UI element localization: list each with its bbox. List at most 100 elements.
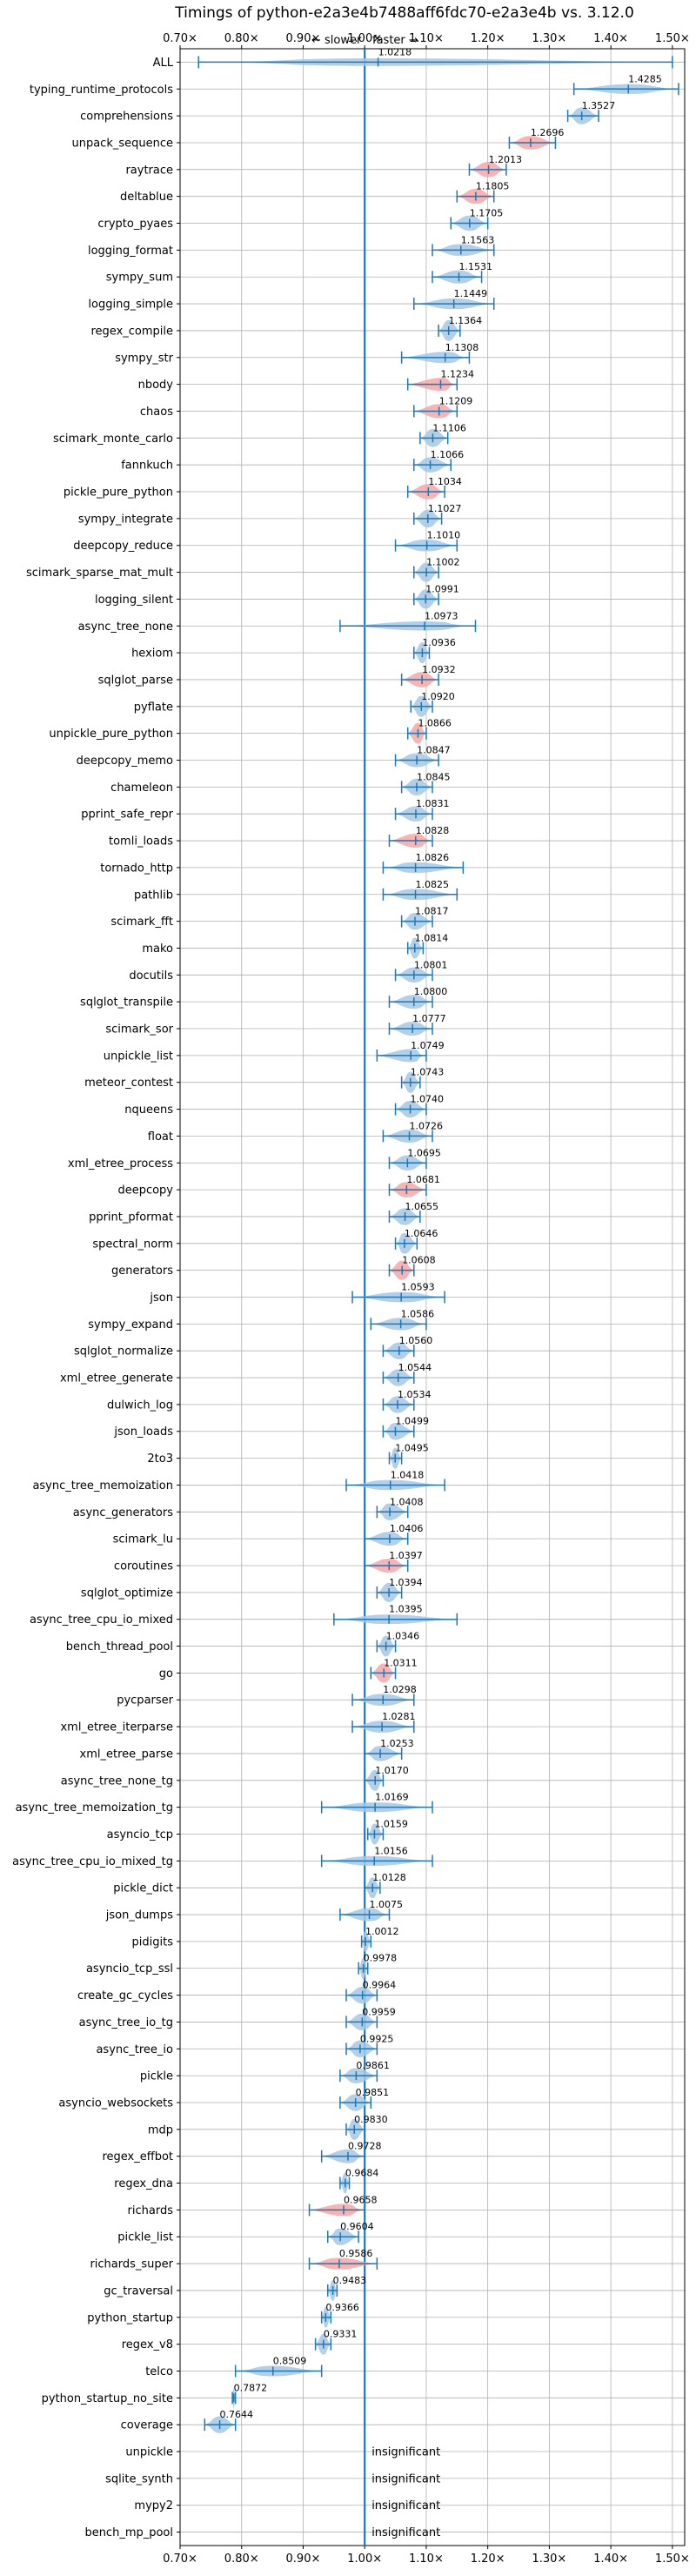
data-label: 0.9830: [354, 2114, 388, 2125]
y-tick-label: async_tree_memoization: [32, 1479, 173, 1493]
data-label: 1.0777: [412, 1013, 446, 1024]
y-tick-label: 2to3: [147, 1452, 173, 1466]
data-label: 1.0817: [415, 906, 448, 917]
insignificant-label: insignificant: [371, 2499, 440, 2512]
data-label: 1.0681: [406, 1174, 440, 1185]
y-tick-label: scimark_monte_carlo: [53, 433, 173, 446]
data-label: 0.8509: [273, 2355, 307, 2366]
plot-frame: [179, 48, 686, 2546]
y-tick-label: tornado_http: [100, 862, 173, 875]
data-label: 1.0866: [418, 718, 452, 729]
y-tick-label: pprint_safe_repr: [81, 808, 173, 822]
x-tick-label-top: 1.20×: [471, 32, 505, 45]
y-tick-label: asyncio_websockets: [58, 2096, 173, 2110]
y-tick-label: python_startup_no_site: [42, 2392, 173, 2405]
x-tick-label-bottom: 1.00×: [347, 2553, 382, 2566]
plot-area: ALL typing_runtime_protocols comprehension…: [12, 32, 690, 2566]
data-label: 1.0655: [405, 1201, 439, 1212]
y-tick-label: nbody: [138, 379, 174, 392]
data-label: 1.0012: [365, 1926, 399, 1937]
x-tick-label-bottom: 1.50×: [655, 2553, 690, 2566]
data-label: 1.0159: [374, 1818, 408, 1829]
data-label: 1.1034: [428, 476, 461, 487]
data-label: 1.0991: [425, 583, 459, 594]
data-label: 1.0826: [416, 852, 450, 863]
y-tick-label: logging_simple: [88, 299, 173, 312]
y-tick-label: dulwich_log: [107, 1399, 173, 1412]
y-tick-label: fannkuch: [121, 460, 173, 473]
data-label: 0.9366: [325, 2302, 359, 2313]
y-tick-label: bench_thread_pool: [66, 1640, 173, 1654]
data-label: 0.9925: [360, 2033, 394, 2044]
data-label: 1.0544: [398, 1362, 432, 1373]
data-label: 1.0499: [395, 1416, 429, 1427]
y-tick-label: json_loads: [113, 1426, 173, 1439]
insignificant-label: insignificant: [371, 2446, 440, 2459]
data-label: 0.9978: [364, 1953, 398, 1964]
y-tick-label: scimark_sor: [105, 1023, 173, 1036]
x-tick-label-top: 0.80×: [224, 32, 259, 45]
data-label: 1.2013: [489, 154, 523, 165]
y-tick-label: hexiom: [131, 647, 173, 661]
x-tick-label-top: 1.30×: [532, 32, 566, 45]
data-label: 1.0560: [399, 1335, 433, 1346]
data-label: 1.1027: [428, 503, 461, 514]
data-label: 1.0408: [390, 1496, 424, 1507]
y-tick-label: pathlib: [134, 889, 173, 902]
y-tick-label: logging_format: [88, 245, 173, 258]
data-label: 1.4285: [628, 73, 662, 84]
y-tick-label: raytrace: [125, 164, 173, 177]
data-label: 1.0831: [416, 798, 449, 809]
data-label: 1.1002: [426, 557, 460, 568]
data-label: 1.0418: [391, 1469, 425, 1480]
data-label: 1.0394: [389, 1577, 423, 1588]
data-label: 0.9658: [344, 2194, 378, 2205]
y-tick-label: xml_etree_process: [68, 1157, 173, 1171]
data-label: 1.0814: [415, 932, 449, 943]
data-label: 0.9861: [356, 2060, 390, 2071]
y-tick-label: unpickle_list: [104, 1050, 173, 1063]
data-label: 1.0936: [422, 637, 456, 648]
data-label: 1.0406: [390, 1523, 424, 1534]
data-label: 1.0800: [414, 986, 448, 997]
x-tick-label-bottom: 1.40×: [593, 2553, 628, 2566]
data-label: 1.0075: [370, 1899, 404, 1910]
y-tick-label: ALL: [153, 57, 174, 70]
y-tick-label: sqlglot_parse: [98, 674, 173, 687]
y-tick-label: crypto_pyaes: [97, 218, 173, 231]
data-label: 1.0495: [395, 1443, 429, 1454]
y-tick-label: async_tree_none_tg: [61, 1774, 173, 1788]
data-label: 1.0973: [425, 610, 458, 621]
y-tick-label: unpickle: [125, 2446, 173, 2459]
data-label: 1.0608: [402, 1255, 436, 1266]
y-tick-label: richards_super: [90, 2258, 173, 2271]
y-tick-label: pycparser: [117, 1694, 173, 1707]
data-label: 1.0847: [417, 745, 450, 756]
data-label: 1.0346: [386, 1631, 420, 1642]
y-tick-label: logging_silent: [95, 594, 173, 607]
y-tick-label: telco: [145, 2365, 173, 2378]
y-tick-label: sqlglot_optimize: [81, 1587, 173, 1600]
y-tick-label: meteor_contest: [84, 1077, 173, 1090]
x-tick-label-bottom: 1.10×: [409, 2553, 444, 2566]
y-tick-label: pidigits: [132, 1935, 174, 1949]
y-tick-label: chaos: [140, 406, 173, 419]
y-tick-label: xml_etree_generate: [60, 1372, 173, 1385]
x-tick-label-bottom: 0.80×: [224, 2553, 259, 2566]
y-tick-label: chameleon: [110, 782, 173, 795]
y-tick-label: mako: [142, 943, 173, 956]
data-label: 1.1449: [454, 288, 488, 299]
insignificant-label: insignificant: [371, 2526, 440, 2539]
data-label: 0.9964: [363, 1980, 397, 1991]
y-tick-label: async_tree_none: [78, 621, 173, 634]
data-label: 1.0170: [375, 1765, 409, 1776]
data-label: 1.0646: [405, 1228, 438, 1239]
data-label: 1.0298: [383, 1684, 417, 1695]
data-label: 1.0156: [374, 1845, 408, 1856]
y-tick-label: scimark_fft: [110, 916, 173, 929]
x-tick-label-bottom: 0.70×: [163, 2553, 197, 2566]
y-tick-label: xml_etree_parse: [80, 1748, 173, 1761]
data-label: 1.0726: [410, 1120, 444, 1131]
data-label: 1.0311: [384, 1657, 418, 1668]
y-tick-label: richards: [128, 2204, 174, 2217]
